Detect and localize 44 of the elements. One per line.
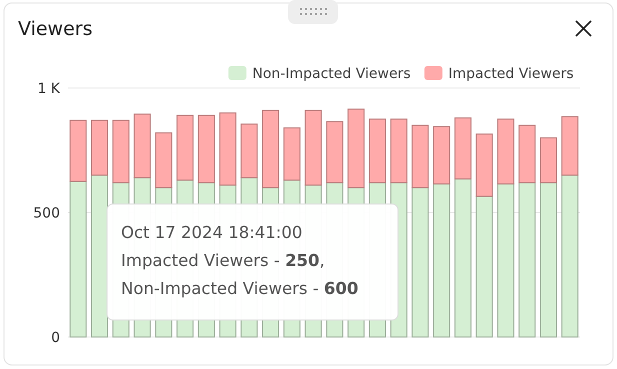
bar [412,124,429,188]
bar [304,110,322,186]
bar [561,174,578,338]
annotation: Non-Impacted Viewers - 600 [121,279,358,298]
y-tick-label: 0 [51,330,60,346]
bar [433,126,450,184]
bar [454,178,472,338]
legend-label: Non-Impacted Viewers [252,66,411,82]
bar [70,120,87,182]
annotation: Oct 17 2024 18:41:00 [121,223,302,242]
bar [368,118,386,184]
bar [262,110,280,188]
bar [412,187,429,338]
y-tick-label: 1 K [37,80,61,97]
bar [476,134,493,197]
bar [518,124,536,184]
bar [240,124,258,178]
bar [540,137,557,184]
bar [326,121,344,184]
legend-label: Impacted Viewers [448,66,574,82]
bar [91,174,108,338]
bar [518,182,536,338]
bar [134,114,151,178]
bar [198,114,215,184]
bar [433,183,450,338]
bar [497,183,514,338]
bar [390,118,408,184]
chart-title: Viewers [18,18,92,40]
bar [348,108,365,188]
bar [497,118,514,184]
y-tick-label: 500 [33,205,60,222]
bar [561,116,578,176]
bar [70,180,87,338]
bar [219,112,236,186]
tooltip-box: Oct 17 2024 18:41:00 Impacted Viewers - 250, Non-Impacted Viewers - 600 [106,204,398,320]
bar [476,196,493,338]
bar [112,120,130,184]
annotation: Impacted Viewers - 250, [121,251,325,270]
bar [91,120,108,176]
bar [540,182,557,338]
bar [176,114,194,181]
bar [283,127,300,181]
bar [155,132,172,188]
bar [454,117,472,180]
